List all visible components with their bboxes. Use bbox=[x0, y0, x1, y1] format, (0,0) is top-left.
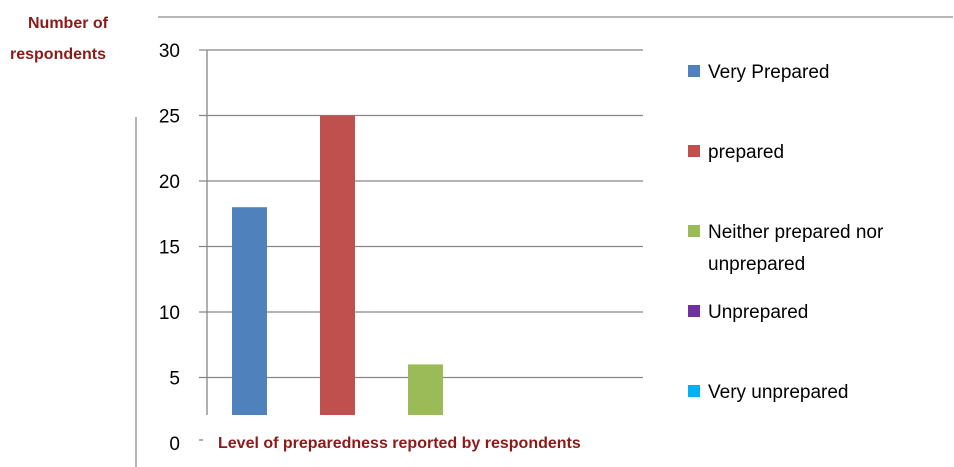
legend-label-very-prepared: Very Prepared bbox=[708, 62, 829, 83]
bar-neither-prepared-nor-unprepared bbox=[408, 364, 443, 415]
y-axis-title-line1: Number of bbox=[28, 15, 109, 32]
y-tick-label-30: 30 bbox=[159, 41, 180, 62]
y-tick-label-5: 5 bbox=[169, 369, 180, 390]
legend-label-prepared: prepared bbox=[708, 142, 784, 163]
y-tick-labels: 0 5 10 15 20 25 30 bbox=[159, 41, 180, 455]
legend-swatch-neither-prepared-nor-unprepared bbox=[688, 225, 700, 237]
y-tick-label-25: 25 bbox=[159, 107, 180, 128]
legend-label-neither-prepared-nor-unprepared: Neither prepared nor unprepared bbox=[708, 222, 884, 275]
legend-swatch-unprepared bbox=[688, 305, 700, 317]
bar-prepared bbox=[320, 115, 355, 415]
y-tick-label-15: 15 bbox=[159, 238, 180, 259]
bar-very-prepared bbox=[232, 207, 267, 415]
legend-label-very-unprepared: Very unprepared bbox=[708, 382, 849, 403]
y-tick-label-10: 10 bbox=[159, 303, 180, 324]
y-tick-label-0: 0 bbox=[169, 434, 180, 455]
bars bbox=[232, 115, 443, 415]
legend-swatch-very-prepared bbox=[688, 65, 700, 77]
legend-swatch-very-unprepared bbox=[688, 385, 700, 397]
legend-label-unprepared: Unprepared bbox=[708, 302, 808, 323]
y-axis-title-line2: respondents bbox=[10, 46, 106, 63]
legend: Very Prepared prepared Neither prepared no… bbox=[688, 62, 884, 403]
x-axis-title: Level of preparedness reported by respon… bbox=[218, 435, 581, 452]
y-tick-label-20: 20 bbox=[159, 172, 180, 193]
legend-swatch-prepared bbox=[688, 145, 700, 157]
